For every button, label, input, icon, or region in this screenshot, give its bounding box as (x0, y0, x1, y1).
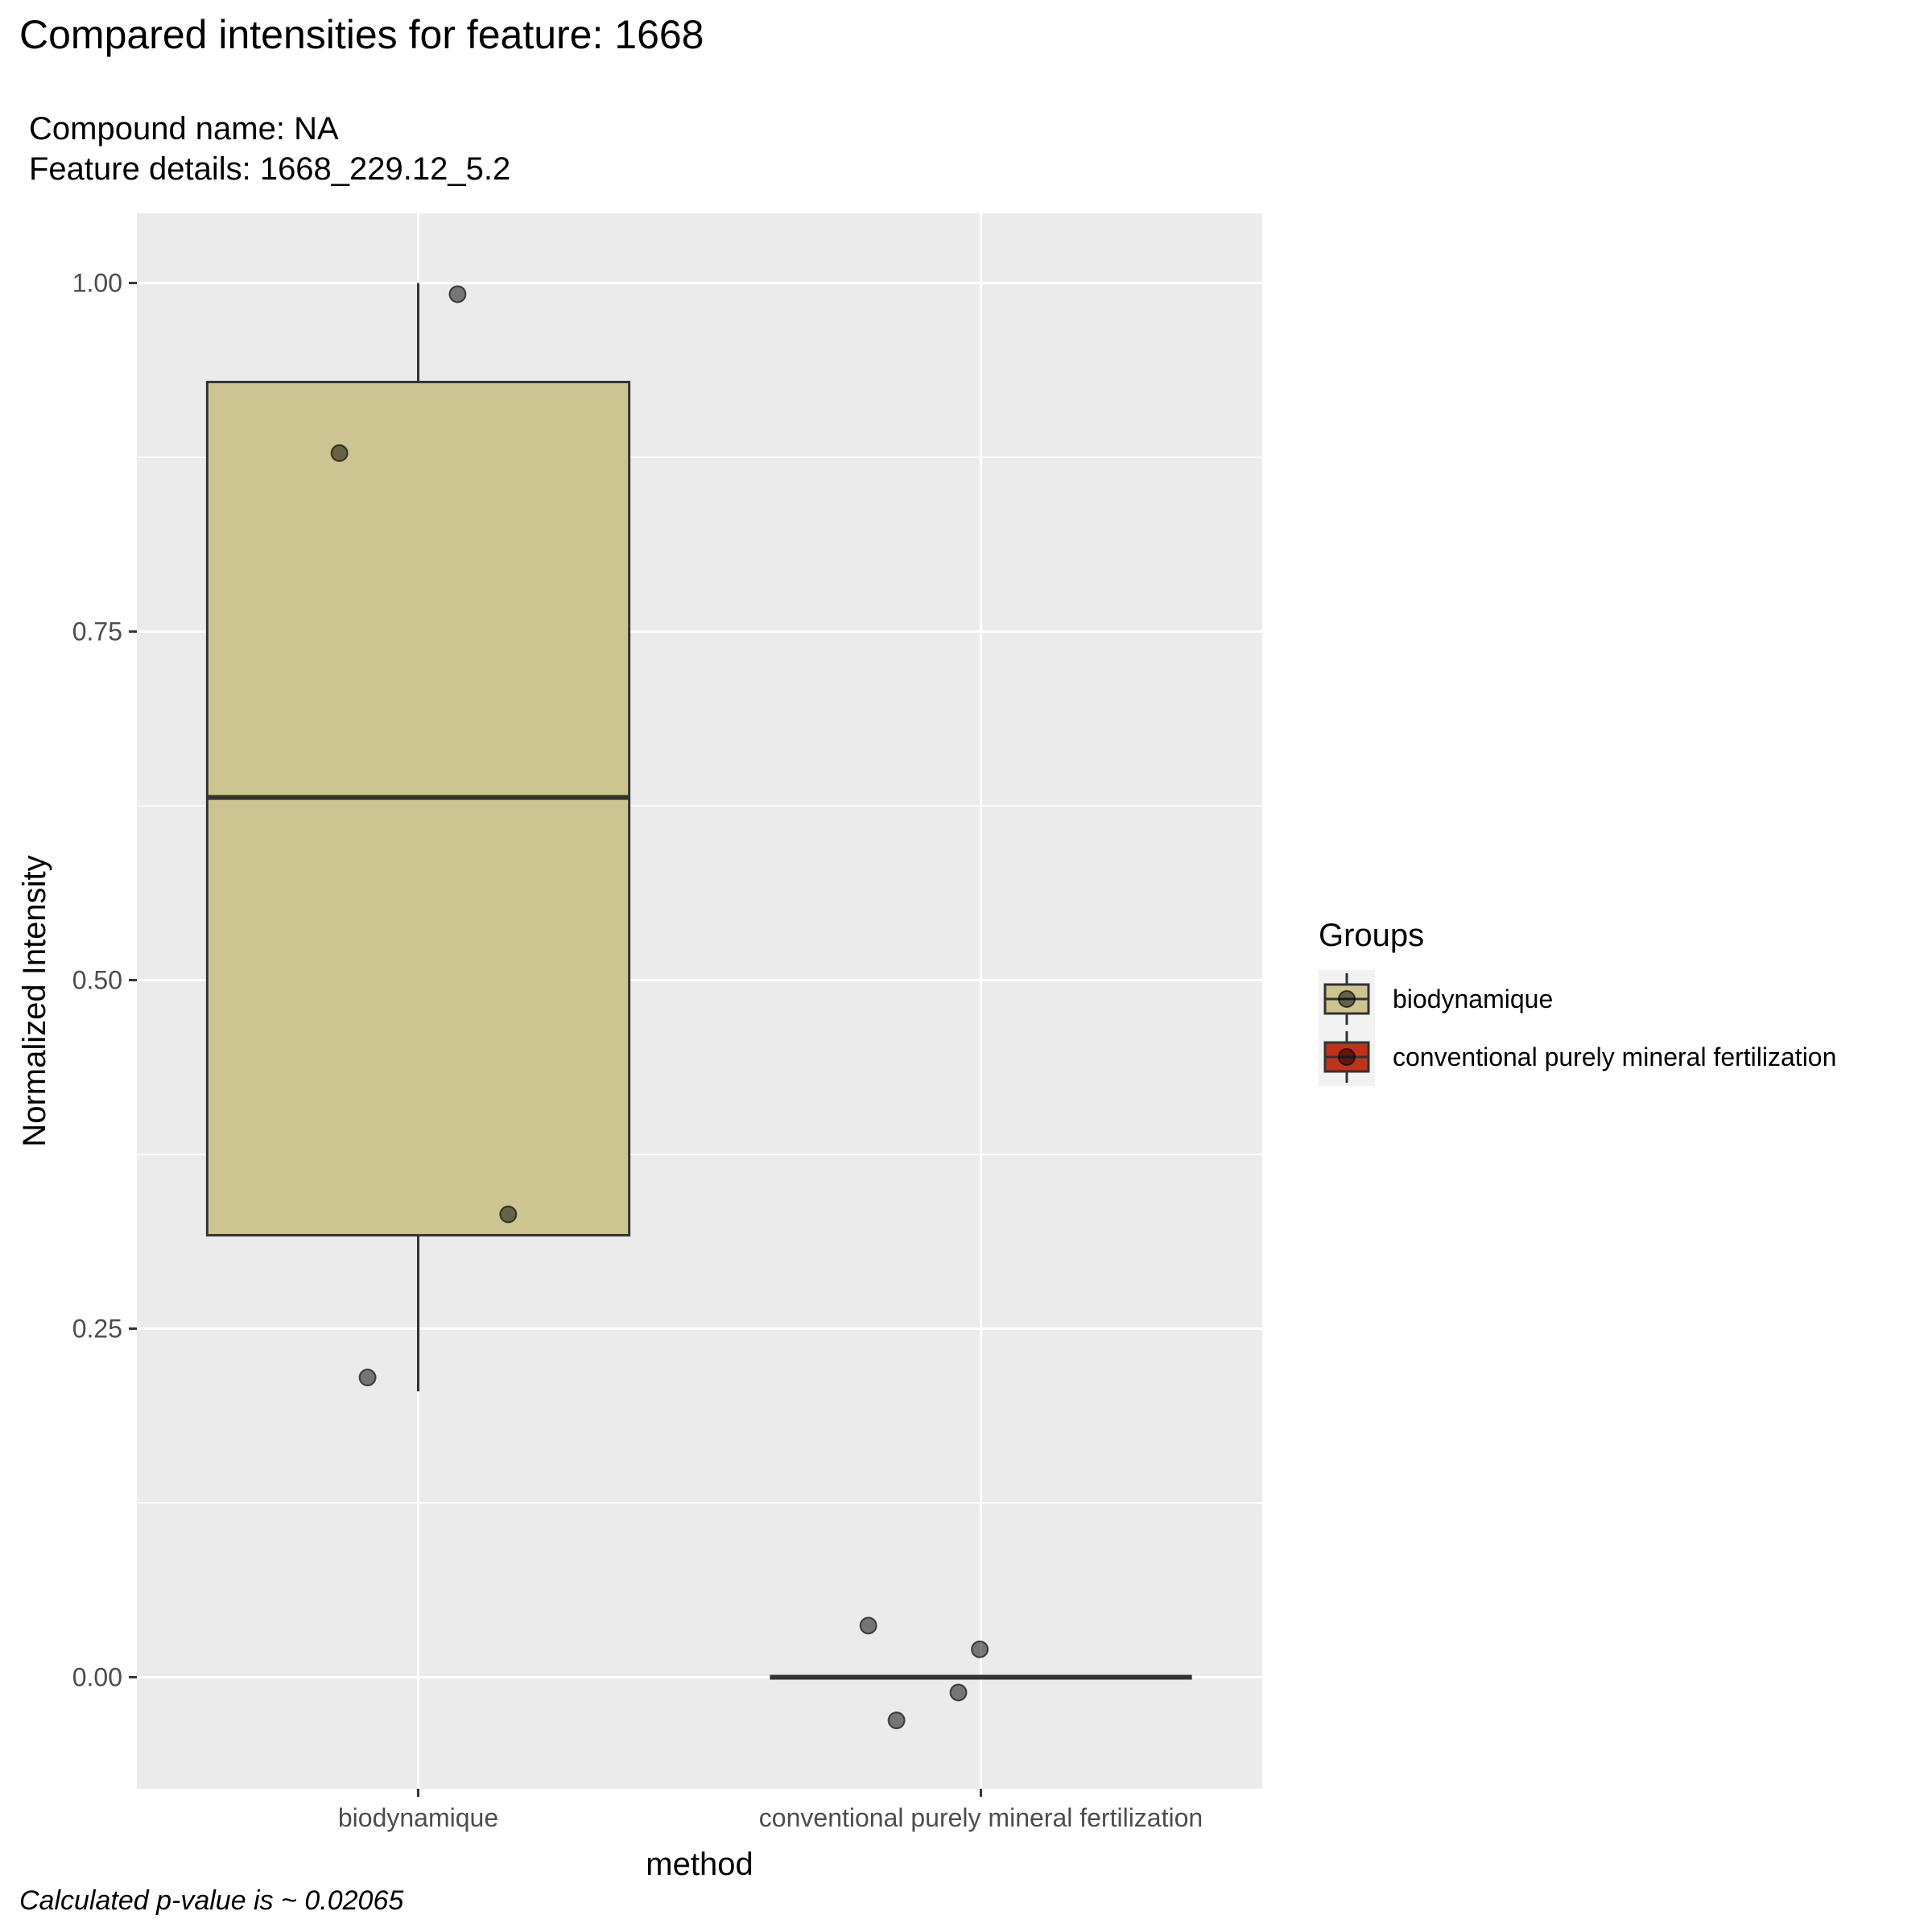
data-point (330, 444, 349, 462)
data-point (358, 1368, 377, 1387)
data-point (448, 285, 467, 303)
data-point (859, 1616, 877, 1635)
x-axis-title: method (646, 1847, 753, 1882)
y-tick-label: 0.75 (72, 617, 122, 646)
y-axis-title: Normalized Intensity (17, 855, 52, 1146)
chart-title: Compared intensities for feature: 1668 (19, 12, 704, 57)
legend-title: Groups (1319, 918, 1424, 953)
legend-label: biodynamique (1393, 985, 1553, 1013)
data-point (949, 1683, 968, 1702)
p-value-caption: Calculated p-value is ~ 0.02065 (19, 1885, 404, 1916)
data-point (499, 1205, 518, 1224)
x-tick-label: conventional purely mineral fertilizatio… (759, 1803, 1203, 1832)
y-tick-label: 0.25 (72, 1314, 122, 1343)
compound-name: Compound name: NA (29, 111, 339, 147)
y-tick-label: 0.50 (72, 966, 122, 995)
feature-details: Feature details: 1668_229.12_5.2 (29, 151, 511, 187)
y-tick-label: 1.00 (72, 269, 122, 298)
legend-label: conventional purely mineral fertilizatio… (1393, 1042, 1836, 1071)
data-point (971, 1640, 989, 1658)
x-tick-label: biodynamique (338, 1803, 498, 1832)
box-body (205, 381, 631, 1236)
y-tick-label: 0.00 (72, 1662, 122, 1691)
legend-key-point (1338, 990, 1356, 1008)
data-point (887, 1711, 906, 1730)
legend-key-point (1338, 1048, 1356, 1066)
